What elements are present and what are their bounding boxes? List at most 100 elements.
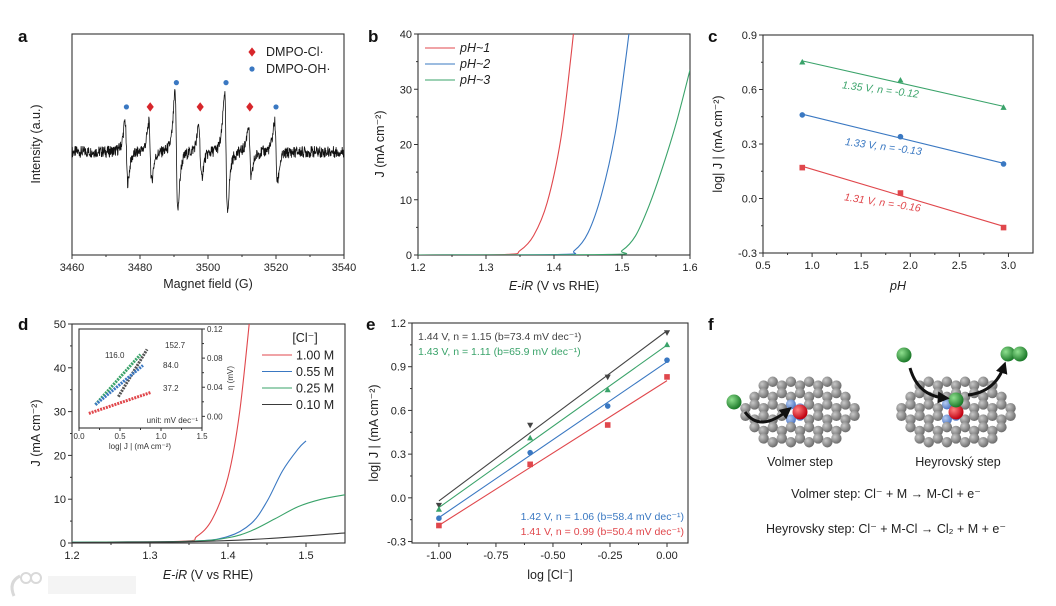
x-tick-label: 0.5 [755,260,770,272]
x-tick-label: 1.4 [546,262,561,274]
panel-letter-f: f [708,315,714,334]
data-point [435,506,442,512]
carbon-atom [758,433,769,444]
x-tick-label: 3.0 [1001,260,1016,272]
x-tick-label: 3500 [196,262,220,274]
data-point [527,449,533,456]
carbon-atom [767,421,778,433]
fit-annotation: 1.31 V, n = -0.16 [843,191,921,214]
carbon-atom [996,391,1007,403]
carbon-atom [831,425,842,437]
carbon-atom [978,391,989,403]
y-tick-label: 0 [406,250,412,262]
carbon-atom [959,421,971,433]
y-tick-label: 0.04 [207,383,223,392]
carbon-atom [978,421,989,433]
carbon-atom [758,425,769,437]
tafel-slope-label: 37.2 [163,384,179,393]
carbon-atom [794,380,806,391]
x-axis-label: Magnet field (G) [163,277,253,291]
x-tick-label: 1.2 [410,262,425,274]
carbon-atom [831,410,842,421]
carbon-atom [803,437,815,448]
carbon-atom [905,399,916,410]
carbon-atom [905,414,916,425]
series-group [418,34,690,255]
x-tick-label: 1.5 [298,550,313,562]
mechanism-diagram: Volmer step Heyrovský step Volmer step: Cl… [726,346,1028,536]
x-axis-label: E-iR (V vs RHE) [163,568,253,582]
carbon-atom [758,380,769,391]
carbon-atom [822,421,833,433]
carbon-atom [812,410,824,421]
carbon-atom [776,380,788,391]
data-point [1000,161,1007,167]
data-point [527,461,533,468]
data-point [436,522,442,529]
carbon-atom [932,433,944,444]
y-tick-label: 30 [54,407,66,419]
nitrogen-atom [941,414,952,425]
carbon-atom [822,376,833,387]
legend-label: pH~3 [459,73,490,87]
y-tick-label: -0.3 [738,248,757,260]
carbon-atom [950,433,962,444]
carbon-atom [1005,403,1016,414]
carbon-atom [968,433,980,444]
carbon-atom [776,433,788,444]
x-tick-label: -0.25 [597,550,622,562]
series-line-0-55-M [72,440,307,543]
fit-annotation: 1.41 V, n = 0.99 (b=50.4 mV dec⁻¹) [521,526,684,538]
carbon-atom [794,387,806,399]
x-axis-label-units: (V vs RHE) [187,568,253,582]
carbon-atom [776,425,788,437]
carbon-atom [941,376,953,387]
series-line-pH-1 [418,34,574,255]
carbon-atom [996,399,1007,410]
carbon-atom [803,376,815,387]
data-point [799,58,806,65]
carbon-atom [996,421,1007,433]
x-tick-label: 0.5 [114,432,126,441]
tafel-slope-label: 116.0 [105,351,125,360]
fit-line [802,165,1004,227]
data-point [527,422,534,429]
carbon-atom [840,421,851,433]
y-tick-label: 10 [54,494,66,506]
x-tick-label: 1.3 [478,262,493,274]
panel-letter-b: b [368,27,378,46]
carbon-atom [840,399,851,410]
data-point [799,112,806,118]
carbon-atom [923,437,934,448]
legend-title: [Cl⁻] [292,331,317,345]
fit-line [438,361,668,519]
y-tick-label: 0 [60,538,66,550]
legend-label: 1.00 M [296,349,334,363]
series-line-0-25-M [72,494,345,543]
y-tick-label: 0.9 [391,362,406,374]
y-tick-label: 0.3 [391,449,406,461]
unit-note: unit: mV dec⁻¹ [147,416,199,425]
heyrovsky-arrow-out-icon [967,361,1008,397]
tafel-line [94,353,142,406]
fit-line [438,330,668,502]
carbon-atom [749,391,760,403]
carbon-atom [840,391,851,403]
heyrovsky-caption: Heyrovský step [915,455,1000,469]
legend-label: 0.25 M [296,382,334,396]
carbon-atom [1005,410,1016,421]
fit-annotation: 1.44 V, n = 1.15 (b=73.4 mV dec⁻¹) [418,331,581,343]
legend-label: 0.55 M [296,365,334,379]
chart-d-inset: 0.0 0.5 1.0 1.5 0.00 0.04 0.08 0.12 log| J | (mA… [73,325,235,451]
data-point [435,502,442,509]
legend-label: DMPO-OH· [266,62,331,76]
tafel-line [94,364,144,406]
carbon-atom [968,410,980,421]
carbon-atom [905,391,916,403]
carbon-atom [932,403,944,414]
carbon-atom [822,437,833,448]
y-axis-label: η (mV) [226,366,235,390]
fit-annotation: 1.42 V, n = 1.06 (b=58.4 mV dec⁻¹) [521,511,684,523]
fit-line [802,60,1004,107]
